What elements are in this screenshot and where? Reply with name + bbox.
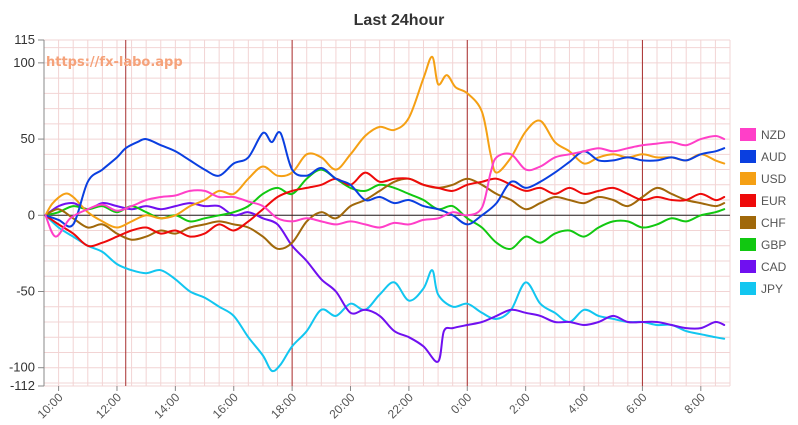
series-line-cad <box>44 202 726 363</box>
watermark-text: https://fx-labo.app <box>46 55 183 70</box>
legend-label-cad: CAD <box>761 260 787 274</box>
y-tick-label: 100 <box>13 55 35 70</box>
y-tick-label: 115 <box>14 32 35 47</box>
y-tick-label: 50 <box>21 131 35 146</box>
series-line-aud <box>44 131 726 228</box>
legend-swatch-aud <box>740 150 756 163</box>
x-tick-label: 6:00 <box>623 390 650 417</box>
legend-swatch-nzd <box>740 128 756 141</box>
legend-label-usd: USD <box>761 172 787 186</box>
y-tick-label: -100 <box>9 360 35 375</box>
y-tick-label: 0 <box>28 207 35 222</box>
x-tick-label: 14:00 <box>151 390 182 421</box>
x-tick-label: 0:00 <box>448 390 475 417</box>
chart-title: Last 24hour <box>354 12 445 29</box>
series-line-jpy <box>44 214 726 373</box>
series-line-nzd <box>44 135 726 238</box>
x-tick-label: 22:00 <box>385 390 416 421</box>
x-tick-label: 4:00 <box>565 390 592 417</box>
legend-swatch-chf <box>740 216 756 229</box>
series-line-usd <box>44 55 726 229</box>
legend-swatch-cad <box>740 260 756 273</box>
legend-swatch-jpy <box>740 282 756 295</box>
legend-label-nzd: NZD <box>761 128 786 142</box>
series-line-chf <box>44 177 726 251</box>
x-tick-label: 10:00 <box>35 390 66 421</box>
legend-swatch-gbp <box>740 238 756 251</box>
x-tick-label: 8:00 <box>682 390 709 417</box>
legend-label-eur: EUR <box>761 194 787 208</box>
x-tick-label: 2:00 <box>506 390 533 417</box>
x-tick-label: 16:00 <box>210 390 241 421</box>
legend-swatch-eur <box>740 194 756 207</box>
y-tick-label: -112 <box>10 378 35 393</box>
y-axis-ticks: 115 100 50 0 -50 -100 -112 <box>9 32 44 393</box>
series-line-eur <box>44 171 726 248</box>
x-tick-label: 20:00 <box>326 390 357 421</box>
legend-label-gbp: GBP <box>761 238 786 252</box>
y-tick-label: -50 <box>16 283 35 298</box>
x-tick-label: 12:00 <box>93 390 124 421</box>
legend: NZD AUD USD EUR CHF GBP CAD JPY <box>740 128 787 296</box>
session-lines <box>125 40 643 386</box>
legend-label-aud: AUD <box>761 150 787 164</box>
legend-label-chf: CHF <box>761 216 786 230</box>
legend-label-jpy: JPY <box>761 282 783 296</box>
x-tick-label: 18:00 <box>268 390 299 421</box>
x-axis-ticks: 10:00 12:00 14:00 16:00 18:00 20:00 22:00 0:00 2… <box>35 386 709 421</box>
series-lines <box>44 55 726 373</box>
legend-swatch-usd <box>740 172 756 185</box>
